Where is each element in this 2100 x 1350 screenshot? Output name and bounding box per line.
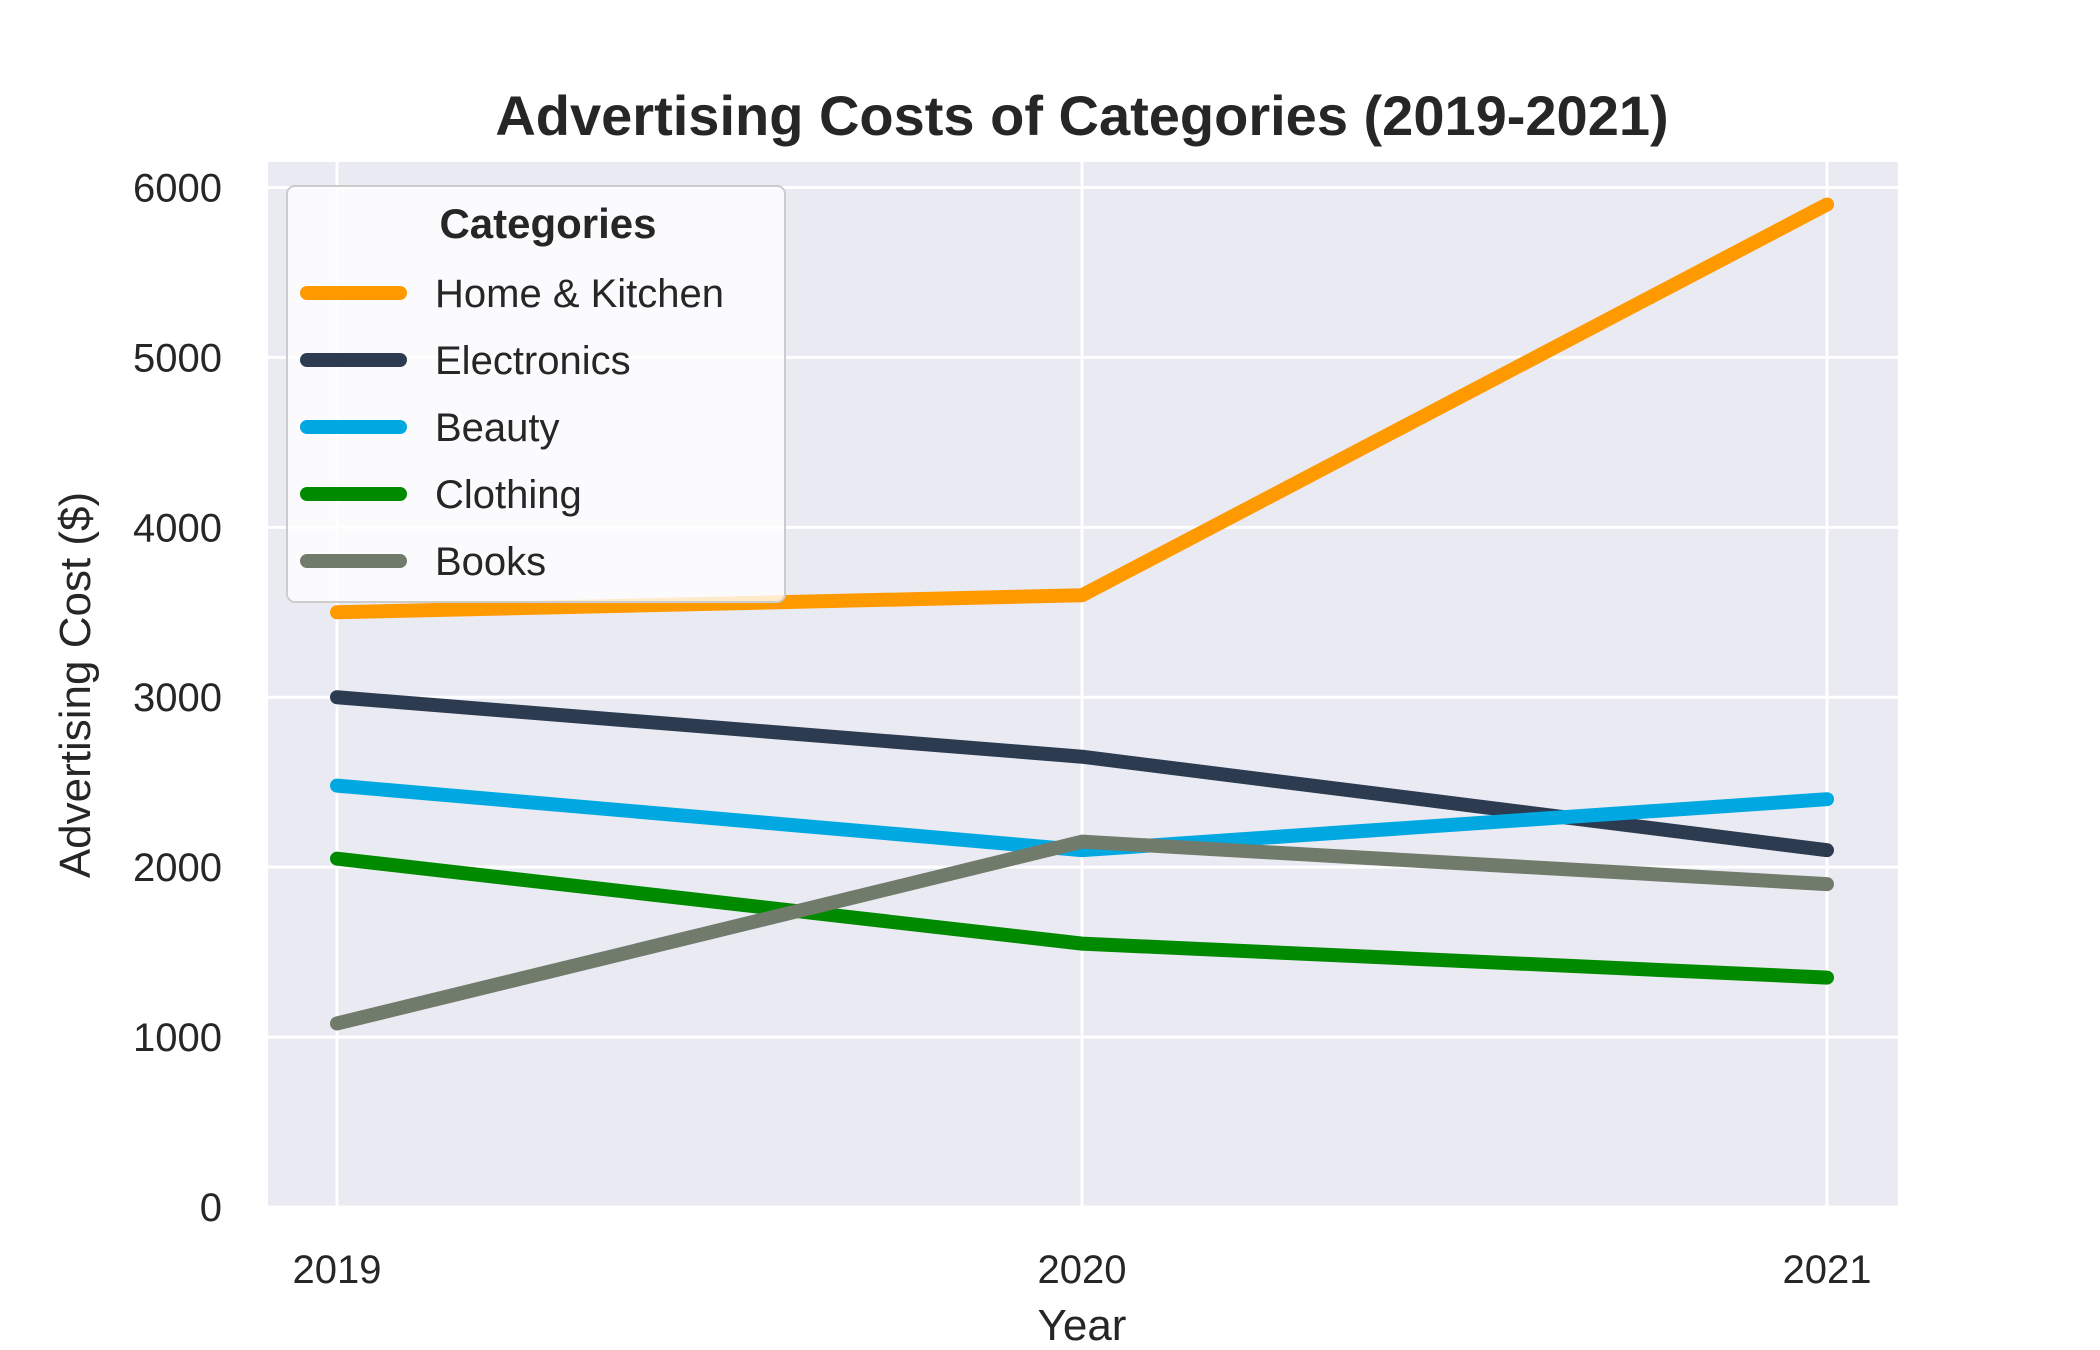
legend-box xyxy=(286,185,786,603)
y-tick-label: 3000 xyxy=(133,676,222,720)
legend-label-beauty: Beauty xyxy=(435,406,560,450)
y-axis-label: Advertising Cost ($) xyxy=(51,492,100,878)
legend-label-clothing: Clothing xyxy=(435,473,582,517)
x-tick-label: 2019 xyxy=(293,1248,382,1292)
y-tick-label: 5000 xyxy=(133,336,222,380)
y-tick-label: 0 xyxy=(200,1186,222,1230)
x-tick-label: 2020 xyxy=(1038,1248,1127,1292)
series-line-clothing xyxy=(330,851,1834,985)
x-tick-labels: 2019 2020 2021 xyxy=(293,1248,1872,1292)
y-tick-label: 2000 xyxy=(133,846,222,890)
y-tick-labels: 0 1000 2000 3000 4000 5000 6000 xyxy=(133,166,222,1230)
y-tick-label: 6000 xyxy=(133,166,222,210)
y-tick-label: 1000 xyxy=(133,1016,222,1060)
legend-label-electronics: Electronics xyxy=(435,339,631,383)
chart-title: Advertising Costs of Categories (2019-20… xyxy=(495,84,1668,147)
series-lines xyxy=(330,197,1834,1031)
x-axis-label: Year xyxy=(1038,1301,1127,1350)
legend: Categories Home & Kitchen Electronics Beau… xyxy=(286,185,786,603)
legend-label-home-kitchen: Home & Kitchen xyxy=(435,272,724,316)
series-line-home-kitchen xyxy=(330,197,1834,620)
legend-title: Categories xyxy=(439,200,656,247)
legend-entries: Home & Kitchen Electronics Beauty Clothing B… xyxy=(300,272,724,584)
x-tick-label: 2021 xyxy=(1783,1248,1872,1292)
series-line-beauty xyxy=(330,778,1834,858)
series-line-books xyxy=(330,834,1834,1031)
legend-label-books: Books xyxy=(435,540,546,584)
y-tick-label: 4000 xyxy=(133,506,222,550)
